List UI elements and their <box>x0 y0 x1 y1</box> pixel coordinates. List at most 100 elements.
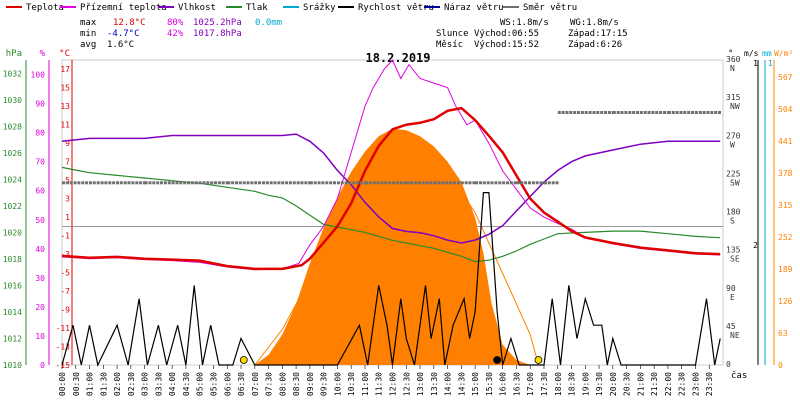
wind-dir-point <box>486 181 490 185</box>
wind-dir-point <box>206 181 210 185</box>
x-tick-label: 18:30 <box>568 372 577 396</box>
legend-item: Teplota <box>26 3 64 13</box>
legend-item: Rychlost větru <box>358 3 434 13</box>
wind-dir-point <box>152 181 156 185</box>
axis-tick-hpa: 1012 <box>3 334 22 343</box>
axis-tick-temp: 11 <box>60 121 70 130</box>
axis-tick-hpa: 1022 <box>3 202 22 211</box>
axis-tick-dir: 90 <box>726 284 736 293</box>
wind-dir-point <box>100 181 104 185</box>
wind-dir-point <box>414 181 417 185</box>
axis-tick-pct: 100 <box>31 71 46 80</box>
marker-moonrise <box>493 356 502 364</box>
wind-dir-point <box>250 181 254 185</box>
wind-dir-point <box>163 181 167 185</box>
wind-dir-point <box>410 181 414 185</box>
wind-dir-point <box>425 181 429 185</box>
axis-tick-temp: 13 <box>60 102 70 111</box>
wind-dir-point <box>336 181 340 185</box>
stats-max-rain: 0.0mm <box>255 18 282 28</box>
legend-item: Směr větru <box>523 3 577 13</box>
wind-dir-point <box>551 181 555 185</box>
wind-dir-point <box>437 181 441 185</box>
axis-tick-hpa: 1030 <box>3 96 22 105</box>
axis-label-mm: mm <box>762 49 772 58</box>
axis-tick-wm2: 378 <box>778 169 793 178</box>
wind-dir-point <box>687 111 691 114</box>
axis-tick-dir: 225 <box>726 169 741 178</box>
wind-dir-point <box>194 181 198 185</box>
x-tick-label: 12:30 <box>402 372 411 396</box>
axis-tick-hpa: 1016 <box>3 281 22 290</box>
wind-dir-point <box>498 181 502 185</box>
ws-text: WS:1.8m/s <box>500 18 549 28</box>
wind-dir-point <box>643 111 647 114</box>
axis-tick-temp: 5 <box>65 176 70 185</box>
axis-tick-hpa: 1018 <box>3 255 22 264</box>
wind-dir-point <box>89 181 92 185</box>
wind-dir-point <box>706 111 710 114</box>
axis-dir-label: S <box>730 217 735 226</box>
axis-tick-hpa: 1014 <box>3 308 22 317</box>
axis-dir-label: N <box>730 64 735 73</box>
wind-dir-point <box>710 111 714 114</box>
axis-tick-wm2: 126 <box>778 297 793 306</box>
wind-dir-point <box>391 181 395 185</box>
axis-tick-temp: -3 <box>60 250 70 259</box>
x-tick-label: 19:30 <box>595 372 604 396</box>
wind-dir-point <box>73 181 77 185</box>
wind-dir-point <box>624 111 628 114</box>
wind-dir-point <box>445 181 449 185</box>
axis-tick-dir: 180 <box>726 208 741 217</box>
stats-max-press: 1025.2hPa <box>193 18 242 28</box>
x-tick-label: 07:00 <box>251 372 260 396</box>
chart-title: 18.2.2019 <box>365 51 430 65</box>
axis-tick-hpa: 1028 <box>3 122 22 131</box>
sun-set: Západ:17:15 <box>568 29 628 39</box>
wind-dir-point <box>399 181 403 185</box>
marker-sunrise <box>239 356 248 364</box>
moon-set: Západ:6:26 <box>568 40 622 50</box>
axis-dir-label: SW <box>730 178 740 187</box>
wind-dir-point <box>227 181 231 185</box>
wind-dir-point <box>372 181 376 185</box>
wind-dir-point <box>231 181 235 185</box>
x-tick-label: 20:00 <box>609 372 618 396</box>
wind-dir-point <box>179 181 183 185</box>
wind-dir-point <box>421 181 425 185</box>
wind-dir-point <box>325 181 329 185</box>
x-tick-label: 17:30 <box>540 372 549 396</box>
legend-item: Přízemní teplota <box>80 3 167 13</box>
axis-tick-wm2: 189 <box>778 265 793 274</box>
x-tick-label: 07:30 <box>265 372 274 396</box>
axis-tick-pct: 10 <box>35 332 45 341</box>
wind-dir-point <box>273 181 277 185</box>
wind-dir-point <box>175 181 179 185</box>
x-tick-label: 06:00 <box>223 372 232 396</box>
wind-dir-point <box>304 181 308 185</box>
sun-label: Slunce <box>436 29 469 39</box>
wind-dir-point <box>242 181 246 185</box>
axis-tick-temp: -9 <box>60 306 70 315</box>
wind-dir-point <box>479 181 482 185</box>
x-tick-label: 15:00 <box>471 372 480 396</box>
axis-tick-temp: -11 <box>56 324 71 333</box>
x-tick-label: 22:30 <box>678 372 687 396</box>
wind-dir-point <box>281 181 285 185</box>
stats-panel: max 12.8°C 80% 1025.2hPa 0.0mm min -4.7°… <box>80 18 628 50</box>
axis-tick-temp: -13 <box>56 343 71 352</box>
x-axis: 00:00 00:30 01:00 01:30 02:00 02:30 03:00 03:30… <box>58 365 714 396</box>
x-tick-label: 03:00 <box>141 372 150 396</box>
axis-tick-pct: 0 <box>40 361 45 370</box>
wind-dir-point <box>190 181 194 185</box>
x-tick-label: 11:30 <box>375 372 384 396</box>
wind-dir-point <box>321 181 325 185</box>
wind-dir-point <box>313 181 317 185</box>
wind-dir-point <box>592 111 596 114</box>
x-tick-label: 16:00 <box>499 372 508 396</box>
wind-dir-point <box>573 111 577 114</box>
wind-dir-point <box>433 181 437 185</box>
wind-dir-point <box>221 181 225 185</box>
x-tick-label: 20:30 <box>623 372 632 396</box>
wind-dir-point <box>380 181 384 185</box>
